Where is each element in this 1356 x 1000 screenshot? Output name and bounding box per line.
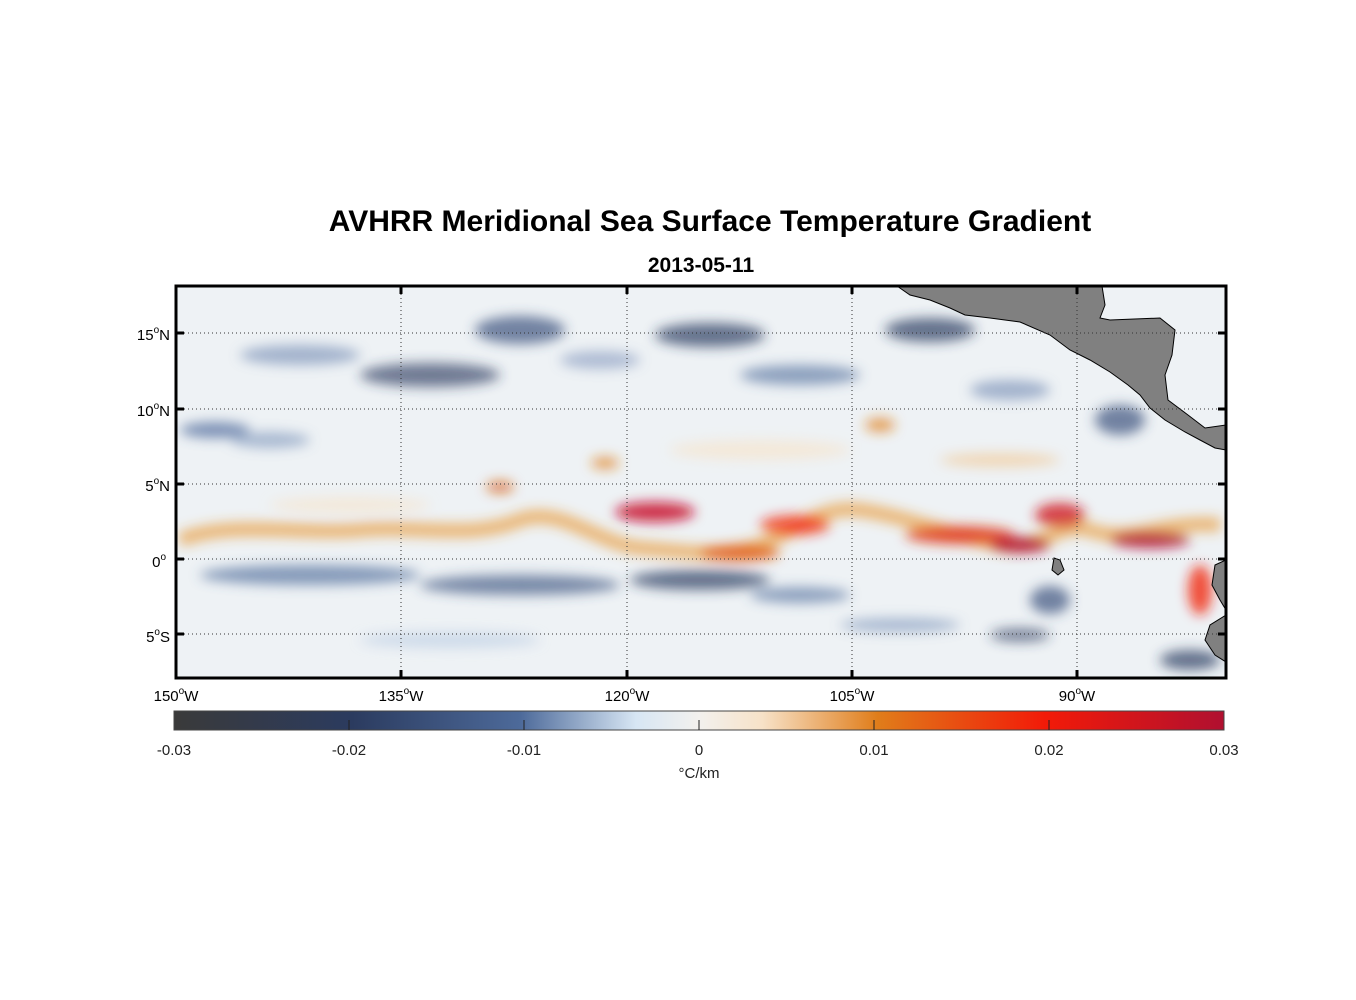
lon-label-150W: 150oW (154, 686, 200, 705)
cool-patch (475, 316, 565, 344)
cool-band (750, 587, 850, 603)
warm-patch (486, 481, 514, 493)
colorbar-tick-label: 0.02 (1034, 742, 1063, 759)
lat-label-10N: 10oN (137, 401, 170, 420)
lon-label-120W: 120oW (605, 686, 651, 705)
cool-patch (230, 432, 310, 448)
colorbar-ticks (348, 720, 1050, 730)
warm-core (700, 545, 780, 561)
chart-title: AVHRR Meridional Sea Surface Temperature… (328, 205, 1092, 238)
lat-labels: 15oN 10oN 5oN 0o 5oS (137, 325, 170, 646)
cool-patch (740, 365, 860, 385)
lon-label-135W: 135oW (379, 686, 425, 705)
warm-patch (865, 418, 895, 432)
cool-band (360, 632, 540, 648)
chart-subtitle: 2013-05-11 (647, 254, 755, 277)
warm-patch (940, 453, 1060, 467)
cool-patch (360, 363, 500, 387)
land-south-america (1211, 559, 1226, 611)
cool-band (840, 618, 960, 632)
lon-labels: 150oW 135oW 120oW 105oW 90oW (154, 686, 1096, 705)
colorbar-tick-label: -0.02 (332, 742, 366, 759)
warm-patch (270, 497, 430, 513)
land-central-america (896, 286, 1226, 451)
cool-band (1030, 586, 1070, 614)
colorbar: -0.03 -0.02 -0.01 0 0.01 0.02 0.03 °C/km (157, 710, 1239, 782)
lat-label-0: 0o (152, 552, 166, 571)
lat-label-15N: 15oN (137, 325, 170, 344)
warm-core (1110, 532, 1190, 548)
colorbar-tick-label: 0 (695, 742, 703, 759)
warm-core (760, 515, 830, 535)
lon-label-105W: 105oW (830, 686, 876, 705)
warm-core (1188, 565, 1212, 615)
land-galapagos (1051, 557, 1065, 576)
land-south-america-coast (1204, 614, 1226, 663)
warm-core (990, 537, 1050, 553)
cool-patch (655, 323, 765, 347)
cool-patch (560, 351, 640, 369)
cool-patch (240, 345, 360, 365)
frame-ticks (176, 286, 1226, 678)
warm-core (1035, 503, 1085, 527)
land-masses (896, 286, 1226, 663)
cool-patch (180, 422, 250, 438)
warm-patch (670, 440, 850, 460)
cool-band (1160, 650, 1220, 670)
lon-label-90W: 90oW (1059, 686, 1096, 705)
cool-band (420, 575, 620, 595)
colorbar-tick-label: 0.03 (1209, 742, 1238, 759)
colorbar-tick-label: -0.03 (157, 742, 191, 759)
field-features (177, 316, 1221, 670)
sst-gradient-field (176, 286, 1226, 678)
gridlines (176, 286, 1226, 678)
cool-band (990, 628, 1050, 642)
lat-label-5N: 5oN (145, 476, 170, 495)
lat-label-5S: 5oS (146, 627, 170, 646)
colorbar-tick-label: -0.01 (507, 742, 541, 759)
map-frame (174, 284, 1228, 680)
cool-patch (970, 380, 1050, 400)
cool-band (630, 570, 770, 590)
cool-patch (885, 318, 975, 342)
colorbar-units-label: °C/km (679, 765, 720, 782)
warm-patch (591, 457, 619, 469)
cool-band (200, 565, 420, 585)
warm-core (615, 502, 695, 522)
colorbar-tick-label: 0.01 (859, 742, 888, 759)
cool-patch (1095, 405, 1145, 435)
warm-core (905, 526, 1015, 544)
